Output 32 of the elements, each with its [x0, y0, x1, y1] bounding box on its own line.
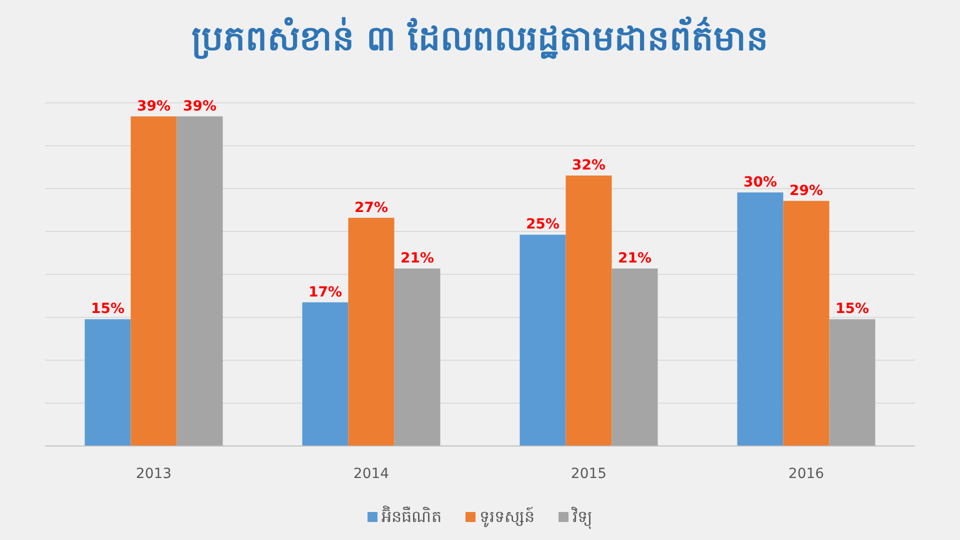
bar [612, 268, 658, 446]
bar [566, 176, 612, 446]
bar [783, 200, 830, 446]
bar [520, 234, 566, 446]
data-label: 21% [618, 250, 652, 267]
bar [829, 319, 876, 446]
data-label: 29% [789, 182, 824, 199]
x-tick-label: 2013 [136, 466, 172, 482]
data-label: 15% [835, 301, 870, 318]
legend-label: ទូរទស្សន៍ [480, 506, 534, 528]
data-label: 17% [308, 284, 342, 300]
legend-label: វិទ្យុ [570, 506, 592, 530]
data-label: 21% [400, 250, 434, 267]
data-label: 32% [572, 158, 606, 174]
bar [737, 192, 784, 446]
bar [130, 116, 177, 446]
x-tick-label: 2016 [788, 466, 824, 482]
legend-label: អ៊ិនធឺណិត [382, 505, 442, 526]
data-label: 15% [90, 301, 125, 318]
x-tick-label: 2014 [353, 466, 390, 482]
data-label: 39% [182, 98, 217, 114]
data-label: 30% [743, 174, 778, 190]
bar [348, 218, 394, 446]
bar [176, 116, 223, 446]
data-label: 27% [354, 200, 388, 216]
x-tick-label: 2015 [570, 466, 607, 482]
bar [394, 268, 440, 446]
data-label: 25% [526, 216, 560, 233]
bar [84, 319, 131, 446]
data-label: 39% [136, 98, 171, 114]
bar [302, 302, 348, 446]
chart-title: ប្រភពសំខាន់ ៣ ដែលពលរដ្ឋតាមដានព័ត៌មាន [192, 16, 768, 59]
